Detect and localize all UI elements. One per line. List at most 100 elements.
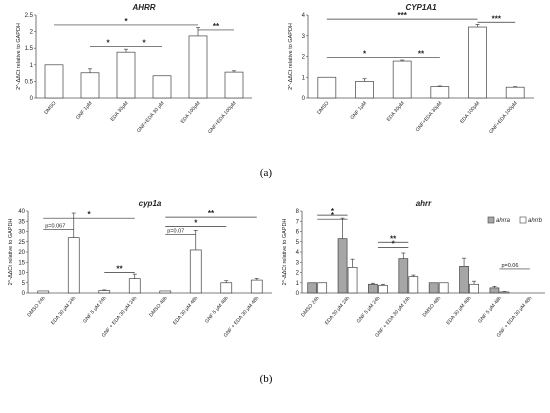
chart-4-legend-label-1: ahrra xyxy=(496,218,511,224)
chart-2-annotation-label: ** xyxy=(418,50,425,59)
chart-3-x-tick-label: GNF 5 μM 24h xyxy=(82,295,108,324)
chart-1-bar-1-5 xyxy=(188,35,208,99)
chart-4-x-tick-label: DMSO 24h xyxy=(300,295,321,318)
chart-1-annotation-label: * xyxy=(106,39,110,48)
chart-4-bar-2-5 xyxy=(438,282,449,294)
chart-2-bar-1-2 xyxy=(355,81,374,99)
chart-4-legend-label-2: ahrrb xyxy=(528,218,543,224)
chart-4-bar-1-2 xyxy=(337,238,348,294)
chart-3-y-tick-label: 5 xyxy=(22,281,26,287)
chart-3-annotation-label: * xyxy=(194,218,198,227)
chart-3-bar-1-6 xyxy=(189,249,202,294)
chart-4-y-tick-label: 1 xyxy=(296,281,300,287)
chart-2-x-tick-label: GNF 1μM xyxy=(349,100,368,121)
chart-4-x-tick-label: EDA 30 μM 24h xyxy=(324,295,351,326)
chart-1-x-tick-label: GNF+EDA 100μM xyxy=(207,100,237,135)
chart-3-x-tick-label: GNF 5 μM 48h xyxy=(204,295,230,324)
chart-4-bar-1-5 xyxy=(428,282,439,294)
chart-1-x-tick-label: EDA 100μM xyxy=(180,100,202,124)
panel-label-a: (a) xyxy=(260,167,273,179)
chart-3-x-tick-label: GNF + EDA 30 μM 48h xyxy=(223,295,261,338)
chart-3-title: cyp1a xyxy=(139,199,162,208)
chart-3-y-tick-label: 0 xyxy=(22,291,26,297)
chart-2-y-tick-label: 3 xyxy=(302,34,306,40)
chart-1-annotation-label: * xyxy=(142,39,146,48)
chart-3-y-tick-label: 35 xyxy=(18,219,25,225)
chart-3-x-tick-label: EDA 30 μM 48h xyxy=(172,295,199,326)
chart-4-annotation-label: ** xyxy=(390,234,397,243)
chart-1-annotation-label: ** xyxy=(213,22,220,31)
chart-4-y-tick-label: 0 xyxy=(296,291,300,297)
chart-2-bar-1-6 xyxy=(505,86,525,99)
chart-3-y-tick-label: 15 xyxy=(18,260,25,266)
chart-2-x-tick-label: DMSO xyxy=(316,100,330,115)
chart-3-bar-1-3 xyxy=(98,290,111,294)
chart-3-annotation-label: ** xyxy=(116,265,123,274)
chart-3-x-tick-label: DMSO 24h xyxy=(26,295,47,318)
chart-1-y-tick-label: 2.5 xyxy=(25,13,34,19)
chart-3-y-tick-label: 20 xyxy=(18,250,25,256)
chart-4-x-tick-label: EDA 30 μM 48h xyxy=(445,295,472,326)
chart-4-bar-1-3 xyxy=(368,283,378,294)
chart-2-x-tick-label: GNF+EDA 100μM xyxy=(488,100,518,135)
chart-1-bar-1-4 xyxy=(152,75,172,99)
chart-3-annotation-label: ** xyxy=(208,209,215,218)
chart-1-y-tick-label: 2 xyxy=(30,30,34,36)
chart-3-x-tick-label: EDA 30 μM 24h xyxy=(50,295,77,326)
chart-4-bar-1-1 xyxy=(307,282,318,294)
chart-3-bar-1-2 xyxy=(67,237,80,294)
chart-4-x-tick-label: GNF 5 μM 24h xyxy=(356,295,382,324)
chart-1-x-tick-label: DMSO xyxy=(43,100,57,115)
chart-3-y-tick-label: 40 xyxy=(18,209,25,215)
chart-1-x-tick-label: GNF 1μM xyxy=(75,100,94,121)
chart-4-annotation-label: * xyxy=(331,207,335,216)
chart-4-x-tick-label: GNF + EDA 30 μM 48h xyxy=(496,295,534,338)
chart-1-y-tick-label: 0.5 xyxy=(25,79,34,85)
chart-3-bar-1-7 xyxy=(220,282,233,294)
chart-4-y-tick-label: 3 xyxy=(296,260,300,266)
chart-2-y-tick-label: 2 xyxy=(302,55,306,61)
chart-4-y-tick-label: 7 xyxy=(296,219,300,225)
chart-4-bar-2-6 xyxy=(469,283,479,294)
chart-3-y-tick-label: 30 xyxy=(18,230,25,236)
chart-4-y-label: 2^-ΔΔCt relative to GAPDH xyxy=(282,219,288,286)
chart-3-annotation-label: p=0.07 xyxy=(167,229,184,235)
chart-1-x-tick-label: EDA 30μM xyxy=(109,100,129,122)
chart-1-y-tick-label: 1 xyxy=(30,63,34,69)
chart-4-title: ahrr xyxy=(416,199,432,208)
chart-3-annotation-label: p=0.067 xyxy=(45,223,65,229)
chart-3-y-tick-label: 10 xyxy=(18,271,25,277)
chart-1-y-tick-label: 0 xyxy=(30,96,34,102)
chart-1-title: AHRR xyxy=(131,3,155,12)
chart-3-bar-1-4 xyxy=(128,278,141,294)
chart-1-bar-1-1 xyxy=(44,64,64,99)
chart-4-bar-2-3 xyxy=(378,284,388,294)
chart-4-y-tick-label: 2 xyxy=(296,271,300,277)
chart-4-y-tick-label: 6 xyxy=(296,230,300,236)
chart-1-y-label: 2^-ΔΔCt relative to GAPDH xyxy=(16,23,22,90)
chart-4-x-tick-label: GNF 5 μM 48h xyxy=(477,295,503,324)
chart-2-bar-1-5 xyxy=(468,26,487,99)
chart-2-x-tick-label: EDA 30μM xyxy=(386,100,406,122)
chart-4-bar-1-4 xyxy=(398,258,409,294)
chart-3-x-tick-label: DMSO 48h xyxy=(148,295,169,318)
chart-1-x-tick-label: GNF+EDA 30 μM xyxy=(136,100,166,134)
chart-2-annotation-label: *** xyxy=(492,14,502,23)
chart-4-bar-1-6 xyxy=(459,266,469,294)
chart-4-y-tick-label: 5 xyxy=(296,240,300,246)
chart-2-bar-1-3 xyxy=(392,60,412,99)
chart-4-annotation-label: p=0.06 xyxy=(501,263,518,269)
chart-2-y-tick-label: 0 xyxy=(302,96,306,102)
chart-4-bar-1-7 xyxy=(489,287,500,294)
chart-2-annotation-label: * xyxy=(363,50,367,59)
chart-4-x-tick-label: DMSO 48h xyxy=(422,295,443,318)
chart-4-bar-2-1 xyxy=(317,282,328,294)
chart-2-y-tick-label: 1 xyxy=(302,75,306,81)
chart-1-bar-1-2 xyxy=(80,72,100,99)
chart-1-y-tick-label: 1.5 xyxy=(25,46,34,52)
chart-2-bar-1-4 xyxy=(430,86,450,99)
chart-4-legend-swatch-2 xyxy=(519,216,527,224)
chart-4-y-tick-label: 4 xyxy=(296,250,300,256)
chart-4-x-tick-label: GNF + EDA 30 μM 24h xyxy=(374,295,412,338)
